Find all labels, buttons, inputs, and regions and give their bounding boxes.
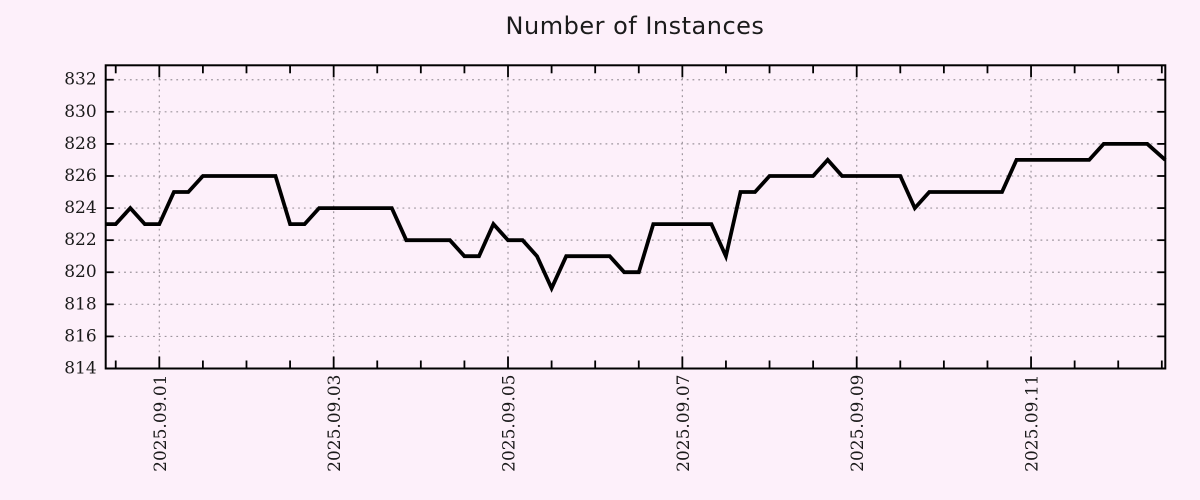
y-tick-label: 832: [64, 70, 96, 90]
y-tick-label: 820: [64, 262, 96, 282]
chart-title: Number of Instances: [505, 12, 765, 40]
x-tick-label: 2025.09.11: [1023, 375, 1043, 472]
y-tick-label: 818: [64, 294, 96, 314]
plot-border: [104, 64, 1167, 370]
y-tick-label: 830: [64, 102, 96, 122]
x-tick-label: 2025.09.05: [500, 375, 520, 472]
x-tick-label: 2025.09.09: [848, 375, 868, 472]
x-tick-label: 2025.09.07: [674, 375, 694, 472]
y-tick-label: 822: [64, 230, 96, 250]
y-tick-label: 814: [64, 359, 96, 379]
y-tick-label: 816: [64, 326, 96, 346]
y-tick-label: 826: [64, 166, 96, 186]
y-tick-label: 828: [64, 134, 96, 154]
data-line: [105, 141, 1167, 293]
x-tick-label: 2025.09.01: [151, 375, 171, 472]
y-tick-label: 824: [64, 198, 96, 218]
x-tick-label: 2025.09.03: [325, 375, 345, 472]
